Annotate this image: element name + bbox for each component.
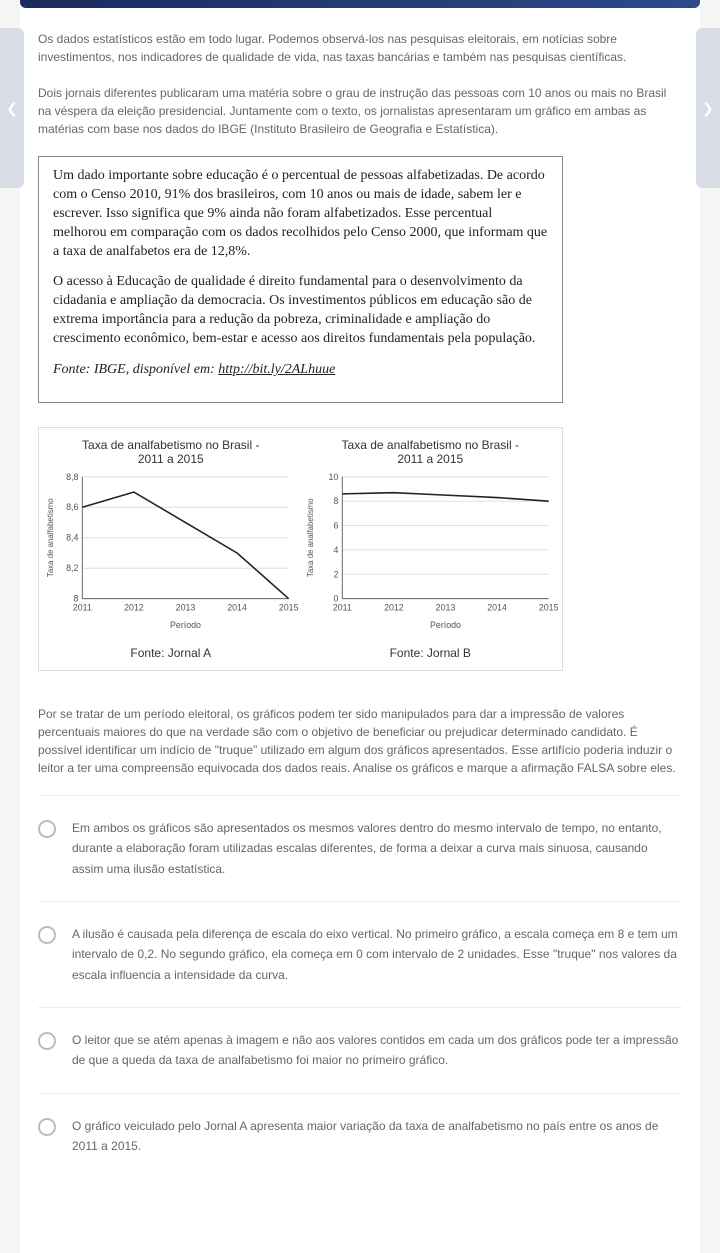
svg-text:2011: 2011	[332, 602, 351, 612]
svg-text:8,2: 8,2	[66, 563, 78, 573]
svg-text:2013: 2013	[435, 602, 455, 612]
svg-text:2015: 2015	[279, 602, 299, 612]
next-button[interactable]: ❯	[696, 28, 720, 188]
radio-icon[interactable]	[38, 926, 56, 944]
quoted-box: Um dado importante sobre educação é o pe…	[38, 156, 563, 403]
chart-b-title: Taxa de analfabetismo no Brasil - 2011 a…	[303, 432, 559, 467]
radio-icon[interactable]	[38, 1118, 56, 1136]
option-b-text: A ilusão é causada pela diferença de esc…	[72, 924, 682, 985]
chart-b-source: Fonte: Jornal B	[303, 634, 559, 666]
top-banner	[20, 0, 700, 8]
option-b[interactable]: A ilusão é causada pela diferença de esc…	[38, 901, 682, 1007]
radio-icon[interactable]	[38, 820, 56, 838]
boxed-source: Fonte: IBGE, disponível em: http://bit.l…	[53, 361, 548, 380]
chart-b-title-l1: Taxa de analfabetismo no Brasil -	[342, 438, 519, 452]
options-list: Em ambos os gráficos são apresentados os…	[38, 795, 682, 1179]
svg-text:2015: 2015	[538, 602, 558, 612]
svg-text:2012: 2012	[384, 602, 404, 612]
chart-a-source: Fonte: Jornal A	[43, 634, 299, 666]
svg-text:10: 10	[328, 471, 338, 481]
svg-text:8,6: 8,6	[66, 502, 78, 512]
svg-text:6: 6	[333, 520, 338, 530]
chart-a-title-l1: Taxa de analfabetismo no Brasil -	[82, 438, 259, 452]
option-a[interactable]: Em ambos os gráficos são apresentados os…	[38, 795, 682, 901]
chart-b-title-l2: 2011 a 2015	[397, 452, 463, 466]
chart-a: Taxa de analfabetismo no Brasil - 2011 a…	[43, 432, 299, 666]
question-text: Por se tratar de um período eleitoral, o…	[38, 705, 682, 777]
chart-a-title: Taxa de analfabetismo no Brasil - 2011 a…	[43, 432, 299, 467]
svg-text:8: 8	[333, 496, 338, 506]
svg-text:Período: Período	[170, 620, 201, 630]
svg-text:4: 4	[333, 545, 338, 555]
svg-text:2: 2	[333, 569, 338, 579]
chart-b: Taxa de analfabetismo no Brasil - 2011 a…	[303, 432, 559, 666]
option-c[interactable]: O leitor que se atém apenas à imagem e n…	[38, 1007, 682, 1093]
chart-a-svg: 88,28,48,68,820112012201320142015Período…	[43, 467, 299, 634]
option-a-text: Em ambos os gráficos são apresentados os…	[72, 818, 682, 879]
prev-button[interactable]: ❮	[0, 28, 24, 188]
option-d-text: O gráfico veiculado pelo Jornal A aprese…	[72, 1116, 682, 1157]
svg-text:2014: 2014	[227, 602, 247, 612]
radio-icon[interactable]	[38, 1032, 56, 1050]
source-link[interactable]: http://bit.ly/2ALhuue	[218, 362, 335, 377]
boxed-p2: O acesso à Educação de qualidade é direi…	[53, 273, 548, 349]
svg-text:8,4: 8,4	[66, 532, 78, 542]
svg-text:Período: Período	[430, 620, 461, 630]
svg-text:2014: 2014	[487, 602, 507, 612]
svg-text:8,8: 8,8	[66, 471, 78, 481]
svg-text:2011: 2011	[73, 602, 92, 612]
intro-p2: Dois jornais diferentes publicaram uma m…	[38, 84, 682, 138]
intro-p1: Os dados estatísticos estão em todo luga…	[38, 30, 682, 66]
option-d[interactable]: O gráfico veiculado pelo Jornal A aprese…	[38, 1093, 682, 1179]
question-page: Os dados estatísticos estão em todo luga…	[20, 0, 700, 1253]
option-c-text: O leitor que se atém apenas à imagem e n…	[72, 1030, 682, 1071]
boxed-p1: Um dado importante sobre educação é o pe…	[53, 167, 548, 261]
chart-a-title-l2: 2011 a 2015	[138, 452, 204, 466]
svg-text:2012: 2012	[124, 602, 144, 612]
source-prefix: Fonte: IBGE, disponível em:	[53, 362, 218, 377]
svg-text:Taxa de analfabetismo: Taxa de analfabetismo	[305, 497, 314, 576]
svg-text:Taxa de analfabetismo: Taxa de analfabetismo	[46, 497, 55, 576]
charts-container: Taxa de analfabetismo no Brasil - 2011 a…	[38, 427, 563, 671]
chart-b-svg: 024681020112012201320142015PeríodoTaxa d…	[303, 467, 559, 634]
svg-text:2013: 2013	[176, 602, 196, 612]
